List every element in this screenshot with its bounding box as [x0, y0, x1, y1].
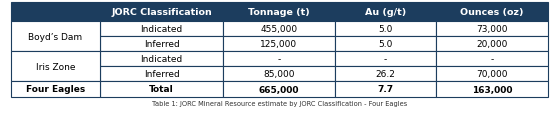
Text: Boyd’s Dam: Boyd’s Dam [29, 32, 83, 41]
Bar [11, 52, 100, 81]
Text: Indicated: Indicated [140, 25, 183, 34]
Bar [223, 52, 335, 66]
Text: -: - [384, 54, 387, 63]
Text: Iris Zone: Iris Zone [36, 62, 75, 71]
Text: 455,000: 455,000 [260, 25, 297, 34]
Text: 70,000: 70,000 [476, 69, 508, 78]
Bar [100, 22, 223, 37]
Text: Table 1: JORC Mineral Resource estimate by JORC Classification - Four Eagles: Table 1: JORC Mineral Resource estimate … [152, 100, 407, 106]
Text: 163,000: 163,000 [472, 85, 512, 94]
Bar [100, 66, 223, 81]
Bar [223, 22, 335, 37]
Bar [223, 37, 335, 52]
Text: 20,000: 20,000 [476, 40, 508, 49]
Bar [100, 3, 223, 22]
Text: Inferred: Inferred [144, 69, 179, 78]
Text: JORC Classification: JORC Classification [111, 8, 212, 17]
Text: Indicated: Indicated [140, 54, 183, 63]
Text: Tonnage (t): Tonnage (t) [248, 8, 310, 17]
Bar [11, 22, 100, 52]
Text: 665,000: 665,000 [259, 85, 299, 94]
Text: Four Eagles: Four Eagles [26, 85, 85, 94]
Text: Inferred: Inferred [144, 40, 179, 49]
Bar [100, 81, 223, 97]
Bar [100, 37, 223, 52]
Text: Ounces (oz): Ounces (oz) [460, 8, 524, 17]
Bar [11, 3, 100, 22]
Bar [223, 3, 335, 22]
Bar [436, 3, 548, 22]
Bar [223, 81, 335, 97]
Text: 125,000: 125,000 [260, 40, 297, 49]
Bar [335, 81, 436, 97]
Bar [335, 52, 436, 66]
Bar [436, 81, 548, 97]
Bar [436, 22, 548, 37]
Text: 26.2: 26.2 [376, 69, 395, 78]
Bar [436, 52, 548, 66]
Bar [436, 37, 548, 52]
Text: -: - [490, 54, 494, 63]
Bar [335, 66, 436, 81]
Text: 5.0: 5.0 [378, 25, 392, 34]
Text: Au (g/t): Au (g/t) [365, 8, 406, 17]
Bar [223, 66, 335, 81]
Text: -: - [277, 54, 281, 63]
Text: 73,000: 73,000 [476, 25, 508, 34]
Bar [436, 66, 548, 81]
Text: 85,000: 85,000 [263, 69, 295, 78]
Text: Total: Total [149, 85, 174, 94]
Bar [335, 3, 436, 22]
Bar [100, 52, 223, 66]
Bar [11, 81, 100, 97]
Text: 7.7: 7.7 [377, 85, 394, 94]
Bar [335, 22, 436, 37]
Text: 5.0: 5.0 [378, 40, 392, 49]
Bar [335, 37, 436, 52]
